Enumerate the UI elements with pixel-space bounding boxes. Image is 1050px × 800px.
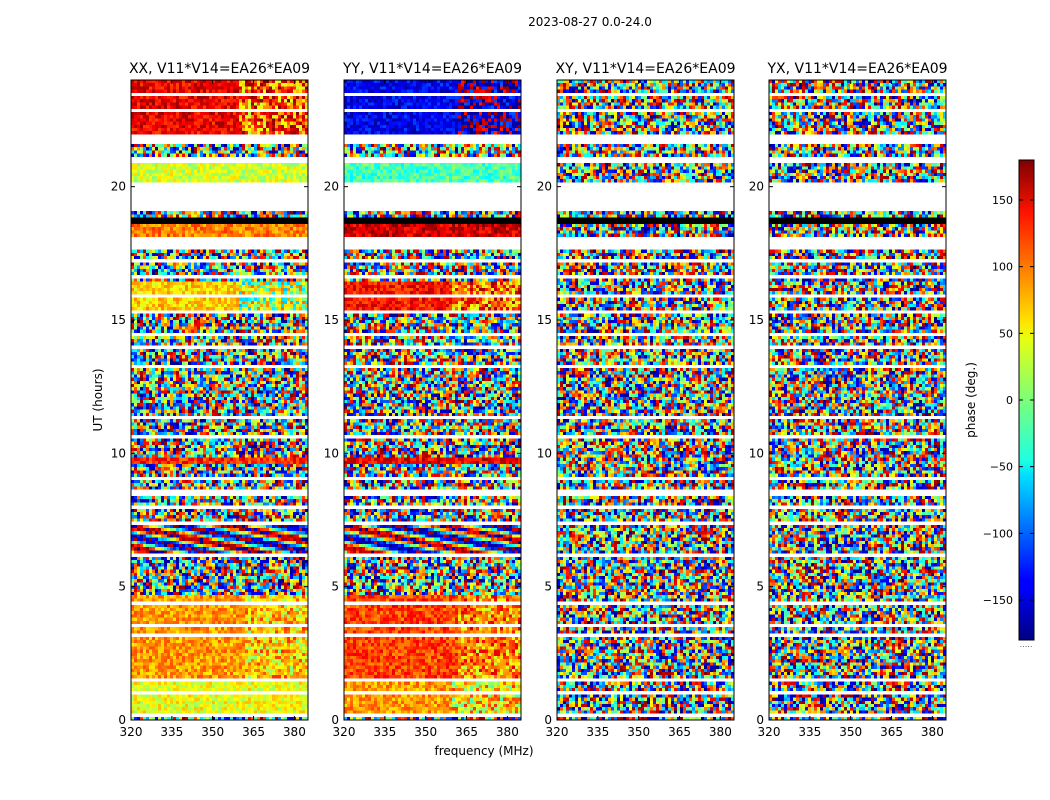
- y-tick-label: 5: [544, 580, 552, 594]
- colorbar-tick-label: 100: [992, 261, 1013, 274]
- x-tick-label: 365: [668, 725, 691, 739]
- y-tick-label: 0: [331, 713, 339, 727]
- colorbar-tick-label: −100: [983, 527, 1013, 540]
- x-tick-label: 380: [496, 725, 519, 739]
- y-tick-label: 10: [111, 446, 126, 460]
- y-tick-label: 15: [324, 313, 339, 327]
- y-tick-label: 0: [756, 713, 764, 727]
- x-tick-label: 335: [798, 725, 821, 739]
- colorbar-tick-label: 150: [992, 194, 1013, 207]
- x-tick-label: 320: [758, 725, 781, 739]
- panel-yx: YX, V11*V14=EA26*EA09 320 335 350 365 380 0 5 10…: [749, 61, 948, 739]
- x-tick-label: 335: [373, 725, 396, 739]
- y-tick-label: 5: [118, 580, 126, 594]
- x-tick-label: 350: [414, 725, 437, 739]
- y-tick-label: 0: [118, 713, 126, 727]
- y-tick-label: 10: [537, 446, 552, 460]
- colorbar-bottom-note: .....: [1020, 640, 1033, 649]
- y-tick-label: 15: [111, 313, 126, 327]
- panel-xx: XX, V11*V14=EA26*EA09 320 335 350 365 380 0 5 10…: [111, 61, 310, 739]
- x-tick-label: 380: [921, 725, 944, 739]
- y-tick-label: 5: [756, 580, 764, 594]
- panel-title: YX, V11*V14=EA26*EA09: [766, 61, 947, 77]
- heatmap-image-yy: [344, 80, 521, 720]
- x-tick-label: 365: [455, 725, 478, 739]
- colorbar-tick-label: 0: [1006, 394, 1013, 407]
- x-tick-label: 350: [201, 725, 224, 739]
- heatmap-image-xx: [131, 80, 308, 720]
- y-tick-label: 10: [324, 446, 339, 460]
- heatmap-image-xy: [557, 80, 734, 720]
- figure-suptitle: 2023-08-27 0.0-24.0: [528, 15, 652, 29]
- x-axis-label: frequency (MHz): [434, 744, 533, 758]
- colorbar-ticks: 150 100 50 0 −50 −100 −150: [983, 194, 1034, 607]
- y-tick-label: 20: [324, 180, 339, 194]
- x-tick-label: 380: [283, 725, 306, 739]
- panels-group: XX, V11*V14=EA26*EA09 320 335 350 365 380 0 5 10…: [111, 61, 948, 739]
- colorbar-label: phase (deg.): [964, 362, 978, 438]
- y-tick-label: 10: [749, 446, 764, 460]
- colorbar-tick-label: −150: [983, 594, 1013, 607]
- y-tick-label: 20: [537, 180, 552, 194]
- y-axis-label: UT (hours): [91, 368, 105, 431]
- y-tick-label: 15: [749, 313, 764, 327]
- y-tick-label: 20: [749, 180, 764, 194]
- x-tick-label: 350: [627, 725, 650, 739]
- x-tick-label: 320: [333, 725, 356, 739]
- panel-title: YY, V11*V14=EA26*EA09: [342, 61, 522, 77]
- x-tick-label: 335: [586, 725, 609, 739]
- panel-title: XX, V11*V14=EA26*EA09: [129, 61, 310, 77]
- colorbar-tick-label: 50: [999, 327, 1013, 340]
- panel-yy: YY, V11*V14=EA26*EA09 320 335 350 365 380 0 5 10…: [324, 61, 522, 739]
- colorbar: 150 100 50 0 −50 −100 −150 ..... phase (deg.): [964, 159, 1035, 649]
- x-tick-label: 365: [242, 725, 265, 739]
- y-tick-label: 0: [544, 713, 552, 727]
- panel-title: XY, V11*V14=EA26*EA09: [555, 61, 735, 77]
- heatmap-image-yx: [769, 80, 946, 720]
- x-tick-label: 380: [709, 725, 732, 739]
- axes-frame: [556, 79, 735, 721]
- x-tick-label: 350: [839, 725, 862, 739]
- panel-xy: XY, V11*V14=EA26*EA09 320 335 350 365 380 0 5 10…: [537, 61, 736, 739]
- colorbar-tick-label: −50: [990, 461, 1013, 474]
- axes-frame: [130, 79, 309, 721]
- axes-frame: [768, 79, 947, 721]
- x-tick-label: 365: [880, 725, 903, 739]
- x-tick-label: 335: [160, 725, 183, 739]
- y-tick-label: 20: [111, 180, 126, 194]
- y-tick-label: 15: [537, 313, 552, 327]
- x-tick-label: 320: [546, 725, 569, 739]
- x-tick-label: 320: [120, 725, 143, 739]
- axes-frame: [343, 79, 522, 721]
- y-tick-label: 5: [331, 580, 339, 594]
